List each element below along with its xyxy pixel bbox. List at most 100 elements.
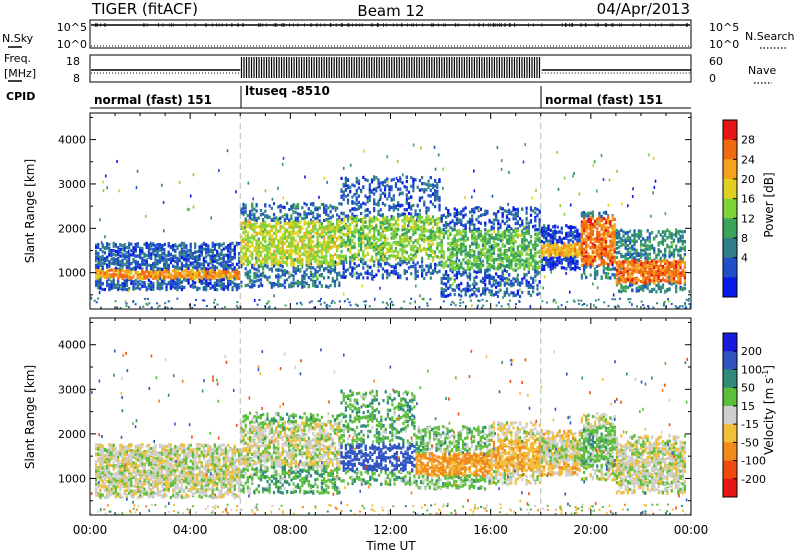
power-cell	[112, 241, 115, 245]
power-cell	[244, 238, 247, 242]
power-cell	[292, 241, 295, 245]
power-cell	[431, 186, 435, 190]
power-cell	[431, 233, 435, 237]
power-cell	[106, 280, 109, 284]
power-cell	[277, 217, 280, 222]
power-cell	[152, 287, 155, 291]
power-cell	[397, 261, 400, 266]
power-cell	[307, 258, 310, 262]
power-cell	[481, 259, 485, 263]
power-cell	[388, 256, 391, 260]
power-cell	[132, 267, 135, 271]
power-cell	[399, 177, 402, 181]
power-cell	[505, 227, 509, 231]
power-cell	[158, 275, 162, 279]
power-cell	[285, 270, 289, 274]
power-cell	[202, 277, 206, 281]
power-cell	[277, 275, 280, 279]
power-cell	[458, 283, 461, 287]
power-cell	[119, 250, 122, 254]
power-cell	[455, 243, 459, 247]
power-cell	[294, 231, 297, 235]
power-cell	[196, 286, 199, 290]
power-cell	[290, 256, 293, 260]
power-cell	[309, 218, 313, 222]
power-cell	[248, 249, 252, 254]
power-cell	[351, 246, 354, 250]
power-cell	[119, 269, 122, 273]
power-cell	[121, 268, 124, 272]
power-cell	[303, 216, 306, 221]
power-cell	[336, 262, 339, 266]
power-cell	[464, 226, 467, 230]
power-cell	[130, 253, 133, 257]
power-cell	[377, 199, 380, 203]
power-cell	[180, 252, 184, 256]
power-cell	[257, 284, 260, 288]
power-cell	[139, 247, 142, 251]
power-cell	[394, 242, 398, 247]
power-cell	[299, 281, 302, 285]
power-cell	[106, 265, 109, 269]
power-cell	[318, 219, 321, 223]
power-cell	[479, 264, 482, 268]
power-cell	[390, 214, 393, 219]
power-cell	[349, 223, 352, 227]
power-cell	[194, 259, 197, 263]
power-cell	[431, 183, 435, 187]
power-cell	[305, 250, 308, 254]
power-cell	[147, 244, 151, 248]
power-cell	[227, 281, 230, 285]
power-cell	[248, 240, 252, 244]
power-cell	[486, 237, 489, 241]
power-cell	[403, 208, 406, 212]
power-cell	[471, 237, 474, 241]
power-cell	[383, 238, 387, 243]
power-cell	[180, 274, 184, 278]
power-cell	[486, 209, 489, 214]
power-cell	[264, 214, 267, 219]
power-cell	[373, 226, 376, 230]
power-cell	[373, 175, 376, 179]
power-cell	[176, 272, 179, 276]
power-cell	[449, 266, 452, 270]
power-cell	[473, 276, 476, 280]
power-cell	[314, 224, 317, 228]
power-cell	[344, 194, 347, 199]
power-cell	[342, 217, 345, 221]
power-cell	[438, 195, 441, 199]
power-cell	[134, 259, 137, 263]
power-cell	[145, 243, 148, 248]
power-cell	[299, 220, 302, 224]
power-cell	[373, 202, 376, 206]
power-cell	[325, 231, 328, 235]
power-cell	[264, 204, 267, 208]
power-cell	[121, 244, 124, 248]
power-cell	[397, 223, 400, 227]
power-cell	[253, 225, 256, 230]
power-cell	[296, 222, 300, 226]
power-cell	[379, 213, 382, 218]
power-cell	[290, 230, 293, 234]
power-cell	[423, 203, 426, 207]
power-cell	[475, 265, 478, 269]
power-cell	[246, 272, 249, 276]
power-cell	[283, 279, 287, 283]
power-cell	[253, 212, 256, 216]
power-cell	[383, 188, 387, 192]
power-cell	[362, 224, 365, 228]
power-cell	[468, 259, 472, 264]
power-cell	[139, 248, 142, 253]
power-cell	[488, 229, 491, 233]
power-cell	[163, 251, 166, 255]
power-cell	[202, 265, 206, 269]
power-cell	[429, 228, 432, 232]
power-cell	[460, 237, 463, 241]
power-cell	[351, 258, 354, 263]
power-cell	[307, 252, 310, 256]
power-cell	[333, 267, 337, 271]
power-cell	[331, 276, 334, 281]
power-cell	[340, 239, 343, 243]
power-cell	[207, 263, 210, 267]
power-cell	[353, 262, 356, 266]
